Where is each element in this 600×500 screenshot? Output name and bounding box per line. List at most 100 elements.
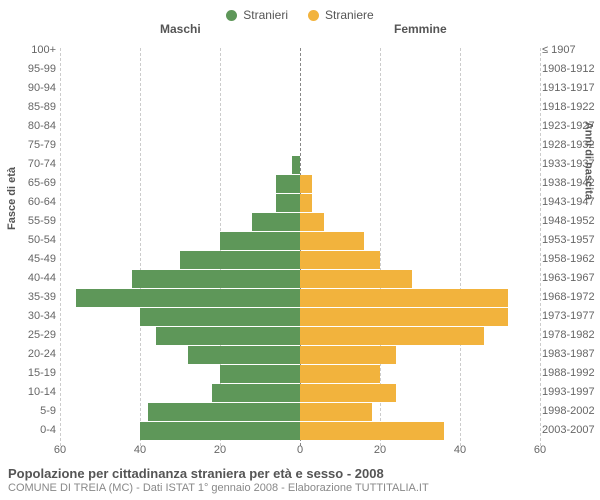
age-label: 25-29 <box>6 329 56 341</box>
header-female: Femmine <box>394 22 447 36</box>
bar-female <box>300 213 324 231</box>
footer: Popolazione per cittadinanza straniera p… <box>8 466 592 494</box>
bar-female <box>300 346 396 364</box>
bar-male <box>220 232 300 250</box>
bar-male <box>180 251 300 269</box>
bar-male <box>276 175 300 193</box>
bar-female <box>300 422 444 440</box>
birth-year-label: 1973-1977 <box>542 310 600 322</box>
age-label: 85-89 <box>6 101 56 113</box>
birth-year-label: ≤ 1907 <box>542 44 600 56</box>
bar-female <box>300 308 508 326</box>
pyramid-row: 50-541953-1957 <box>60 232 540 250</box>
age-label: 75-79 <box>6 139 56 151</box>
age-label: 5-9 <box>6 405 56 417</box>
pyramid-row: 35-391968-1972 <box>60 289 540 307</box>
bar-male <box>188 346 300 364</box>
age-label: 40-44 <box>6 272 56 284</box>
column-headers: Maschi Femmine <box>0 22 600 38</box>
birth-year-label: 1958-1962 <box>542 253 600 265</box>
birth-year-label: 1923-1927 <box>542 120 600 132</box>
x-tick: 60 <box>54 444 66 456</box>
pyramid-row: 95-991908-1912 <box>60 61 540 79</box>
age-label: 100+ <box>6 44 56 56</box>
x-axis: 6040200204060 <box>60 444 540 460</box>
bar-female <box>300 270 412 288</box>
bar-male <box>212 384 300 402</box>
pyramid-row: 90-941913-1917 <box>60 80 540 98</box>
age-label: 90-94 <box>6 82 56 94</box>
birth-year-label: 2003-2007 <box>542 424 600 436</box>
bar-male <box>220 365 300 383</box>
birth-year-label: 1918-1922 <box>542 101 600 113</box>
pyramid-row: 15-191988-1992 <box>60 365 540 383</box>
bar-female <box>300 194 312 212</box>
pyramid-row: 20-241983-1987 <box>60 346 540 364</box>
x-tick: 40 <box>134 444 146 456</box>
age-label: 45-49 <box>6 253 56 265</box>
pyramid-row: 55-591948-1952 <box>60 213 540 231</box>
chart-subtitle: COMUNE DI TREIA (MC) - Dati ISTAT 1° gen… <box>8 482 592 494</box>
pyramid-row: 60-641943-1947 <box>60 194 540 212</box>
bar-male <box>140 422 300 440</box>
x-tick: 0 <box>297 444 303 456</box>
birth-year-label: 1938-1942 <box>542 177 600 189</box>
bar-female <box>300 403 372 421</box>
age-label: 65-69 <box>6 177 56 189</box>
bar-female <box>300 365 380 383</box>
bar-female <box>300 232 364 250</box>
birth-year-label: 1948-1952 <box>542 215 600 227</box>
pyramid-row: 75-791928-1932 <box>60 137 540 155</box>
birth-year-label: 1963-1967 <box>542 272 600 284</box>
bar-male <box>140 308 300 326</box>
age-label: 95-99 <box>6 63 56 75</box>
pyramid-row: 70-741933-1937 <box>60 156 540 174</box>
birth-year-label: 1928-1932 <box>542 139 600 151</box>
pyramid-row: 5-91998-2002 <box>60 403 540 421</box>
pyramid-row: 40-441963-1967 <box>60 270 540 288</box>
legend-male: Stranieri <box>226 8 288 22</box>
age-label: 80-84 <box>6 120 56 132</box>
birth-year-label: 1933-1937 <box>542 158 600 170</box>
pyramid-row: 10-141993-1997 <box>60 384 540 402</box>
legend-female-label: Straniere <box>325 8 374 22</box>
pyramid-row: 45-491958-1962 <box>60 251 540 269</box>
x-tick: 20 <box>214 444 226 456</box>
pyramid-row: 65-691938-1942 <box>60 175 540 193</box>
bar-male <box>276 194 300 212</box>
bar-male <box>292 156 300 174</box>
pyramid-chart: 100+≤ 190795-991908-191290-941913-191785… <box>60 42 540 440</box>
legend-male-label: Stranieri <box>243 8 288 22</box>
chart-title: Popolazione per cittadinanza straniera p… <box>8 466 592 481</box>
birth-year-label: 1943-1947 <box>542 196 600 208</box>
bar-female <box>300 251 380 269</box>
birth-year-label: 1978-1982 <box>542 329 600 341</box>
age-label: 0-4 <box>6 424 56 436</box>
birth-year-label: 1983-1987 <box>542 348 600 360</box>
age-label: 15-19 <box>6 367 56 379</box>
pyramid-row: 30-341973-1977 <box>60 308 540 326</box>
bar-female <box>300 327 484 345</box>
birth-year-label: 1993-1997 <box>542 386 600 398</box>
bar-female <box>300 175 312 193</box>
x-tick: 20 <box>374 444 386 456</box>
age-label: 20-24 <box>6 348 56 360</box>
x-tick: 40 <box>454 444 466 456</box>
pyramid-row: 80-841923-1927 <box>60 118 540 136</box>
birth-year-label: 1998-2002 <box>542 405 600 417</box>
legend-male-swatch <box>226 10 237 21</box>
age-label: 30-34 <box>6 310 56 322</box>
bar-male <box>148 403 300 421</box>
birth-year-label: 1908-1912 <box>542 63 600 75</box>
age-label: 10-14 <box>6 386 56 398</box>
pyramid-row: 25-291978-1982 <box>60 327 540 345</box>
bar-male <box>156 327 300 345</box>
age-label: 50-54 <box>6 234 56 246</box>
bar-female <box>300 289 508 307</box>
bar-male <box>252 213 300 231</box>
legend-female: Straniere <box>308 8 374 22</box>
birth-year-label: 1953-1957 <box>542 234 600 246</box>
birth-year-label: 1988-1992 <box>542 367 600 379</box>
pyramid-row: 0-42003-2007 <box>60 422 540 440</box>
header-male: Maschi <box>160 22 201 36</box>
